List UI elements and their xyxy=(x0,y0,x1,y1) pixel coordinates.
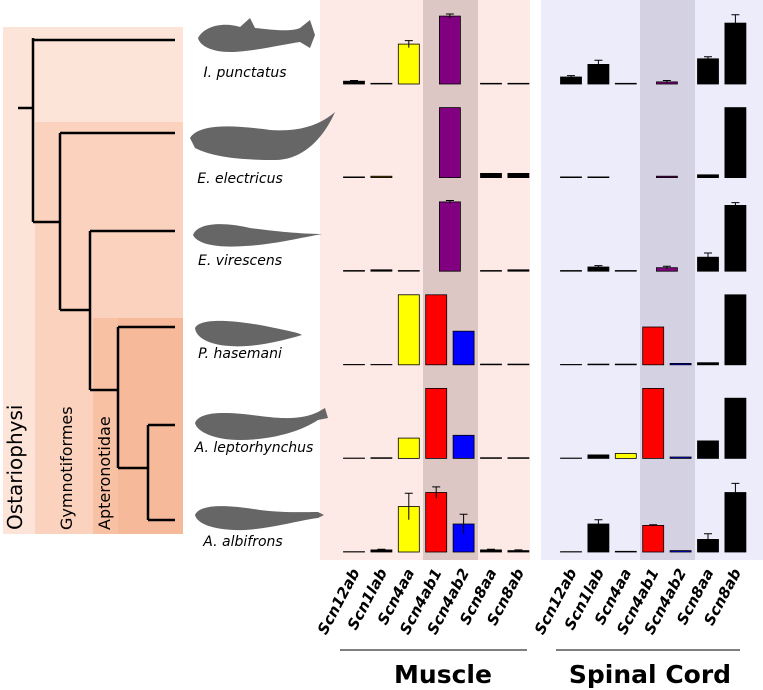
error-bar xyxy=(487,548,495,551)
error-bar xyxy=(404,492,413,520)
bar xyxy=(697,58,719,85)
bar xyxy=(587,454,610,459)
panel-title: Muscle xyxy=(394,660,492,689)
bar xyxy=(697,362,719,366)
bar xyxy=(507,363,530,366)
bar xyxy=(642,525,665,553)
bar xyxy=(480,82,502,85)
error-bar xyxy=(514,549,523,552)
bar xyxy=(697,174,719,179)
bar xyxy=(724,107,747,178)
bar xyxy=(480,457,502,459)
panel-title: Spinal Cord xyxy=(569,660,731,689)
error-bar xyxy=(350,80,358,82)
bar xyxy=(425,387,448,459)
error-bar xyxy=(567,75,575,79)
bar xyxy=(480,363,502,366)
error-bar xyxy=(662,265,671,270)
bar xyxy=(370,269,393,272)
bar xyxy=(397,270,420,272)
bar xyxy=(397,43,420,85)
bar xyxy=(697,440,719,459)
error-bar xyxy=(377,548,386,551)
error-bar xyxy=(731,202,740,209)
bar xyxy=(724,397,747,459)
spinal-shade xyxy=(640,0,695,560)
bar xyxy=(370,82,393,85)
bar xyxy=(614,270,637,272)
bar xyxy=(724,22,747,85)
species-label: E. virescens xyxy=(198,253,282,269)
bar xyxy=(642,326,665,366)
clade-label: Ostariophysi xyxy=(3,405,27,530)
error-bar xyxy=(594,265,603,269)
error-bar xyxy=(432,486,441,499)
species-label: I. punctatus xyxy=(203,65,286,81)
error-bar xyxy=(445,13,454,19)
error-bar xyxy=(704,56,712,61)
bar xyxy=(614,550,637,553)
bar xyxy=(343,270,365,272)
bar xyxy=(614,453,637,459)
error-bar xyxy=(594,59,603,69)
species-label: A. leptorhynchus xyxy=(194,440,314,456)
bar xyxy=(507,172,530,178)
error-bar xyxy=(404,40,413,48)
error-bar xyxy=(731,14,740,32)
bar xyxy=(397,294,420,366)
error-bar xyxy=(731,482,740,502)
bar xyxy=(642,387,665,459)
species-label: P. hasemani xyxy=(198,346,282,362)
bar xyxy=(438,107,461,178)
bar xyxy=(669,362,692,366)
bar xyxy=(507,457,530,459)
species-label: A. albifrons xyxy=(202,534,282,550)
bar xyxy=(438,15,461,85)
bar xyxy=(587,176,610,178)
bar xyxy=(480,270,502,272)
bar xyxy=(507,269,530,272)
bar xyxy=(614,363,637,366)
bar xyxy=(669,456,692,459)
bar xyxy=(425,492,448,553)
error-bar xyxy=(704,252,712,262)
bar xyxy=(656,175,678,178)
bar xyxy=(452,434,475,459)
bar xyxy=(452,330,475,366)
bar xyxy=(370,175,393,178)
bar xyxy=(560,176,582,178)
error-bar xyxy=(704,533,712,545)
error-bar xyxy=(459,513,468,534)
bar xyxy=(587,363,610,366)
tree xyxy=(18,38,175,522)
bar xyxy=(438,201,461,272)
error-bar xyxy=(662,80,671,84)
fish-icons xyxy=(190,18,335,531)
bar xyxy=(343,176,365,178)
error-bar xyxy=(445,200,454,204)
bar xyxy=(560,270,582,272)
species-label: E. electricus xyxy=(197,171,283,187)
bar xyxy=(724,204,747,272)
bar xyxy=(614,82,637,85)
muscle-shade xyxy=(423,0,478,560)
bar xyxy=(397,437,420,459)
bar xyxy=(724,294,747,366)
bar xyxy=(507,82,530,85)
error-bar xyxy=(649,524,658,527)
clade-label: Apteronotidae xyxy=(95,416,114,530)
bar xyxy=(425,294,448,366)
bar xyxy=(480,172,502,178)
clade-label: Gymnotiformes xyxy=(57,406,76,530)
bar xyxy=(669,550,692,553)
bar xyxy=(370,457,393,459)
error-bar xyxy=(594,519,603,529)
